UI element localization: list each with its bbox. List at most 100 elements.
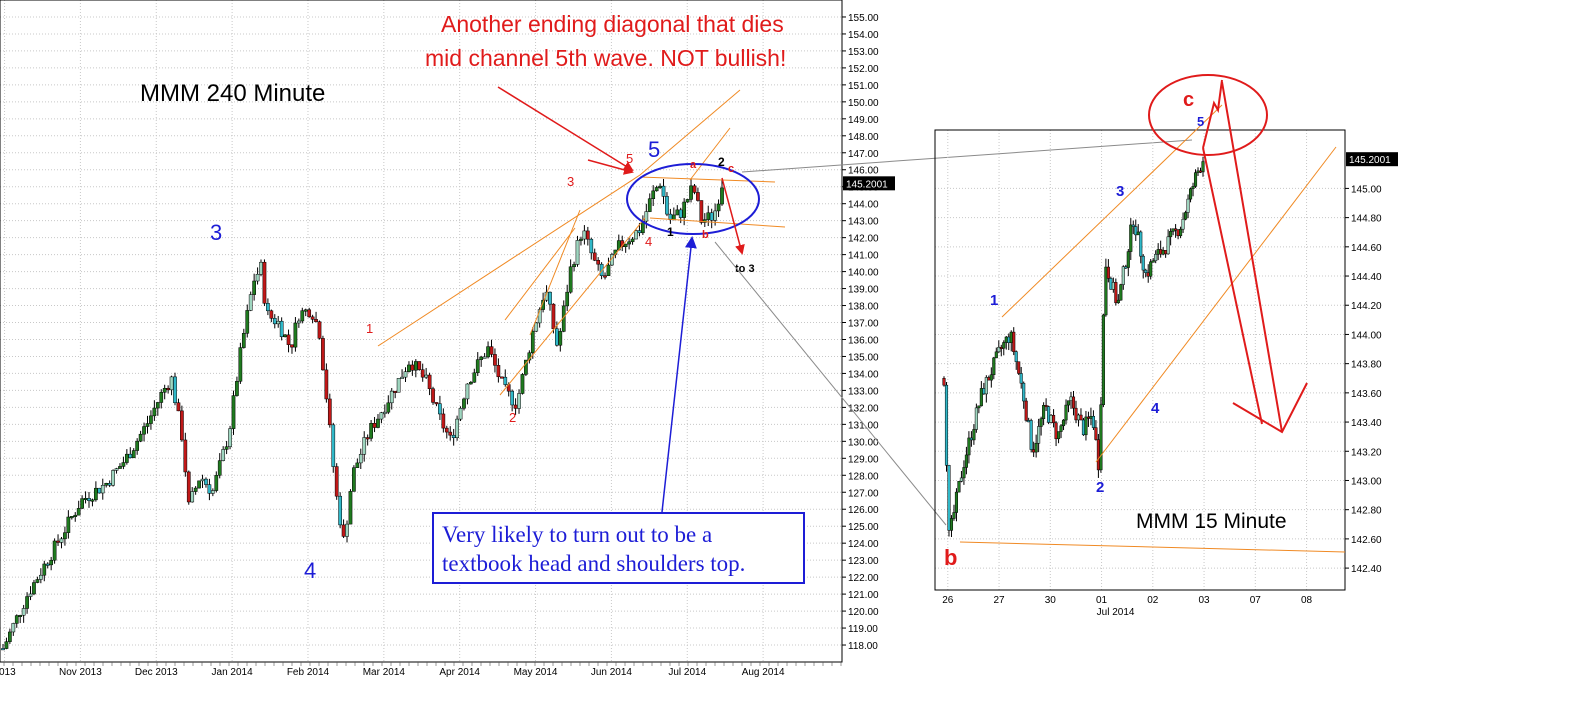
candle-body (438, 403, 442, 415)
x-tick-label: Aug 2014 (742, 667, 785, 678)
x-sub-label: Jul 2014 (1097, 607, 1135, 618)
candle-body (286, 334, 291, 345)
candle-body (52, 540, 57, 561)
candle-body (702, 219, 707, 223)
head-shoulders-note: Very likely to turn out to be a textbook… (432, 512, 805, 584)
candle-body (262, 261, 267, 304)
candle-body (334, 466, 339, 497)
inset-wave-labels: b 1 2 3 4 5 c (944, 89, 1204, 570)
neckline-bottom (649, 217, 786, 228)
y-tick-label: 139.00 (848, 285, 879, 296)
candle-body (310, 316, 315, 320)
candle-body (413, 361, 418, 371)
x-tick-label: 03 (1199, 595, 1211, 606)
candle-body (503, 376, 508, 385)
y-tick-label: 132.00 (848, 403, 879, 414)
y-tick-label: 141.00 (848, 251, 879, 262)
y-tick-label: 151.00 (848, 81, 879, 92)
candle-body (1119, 284, 1123, 301)
candle-body (124, 453, 129, 463)
candle-body (376, 418, 380, 428)
candle-body (211, 490, 215, 494)
candle-body (1096, 439, 1100, 471)
inset-upper-channel (1001, 104, 1223, 318)
y-tick-label: 128.00 (848, 471, 879, 482)
candle-body (1154, 254, 1158, 262)
candle-body (472, 372, 477, 383)
y-tick-label: 121.00 (848, 590, 879, 601)
candle-body (1198, 170, 1203, 173)
candle-body (462, 398, 466, 409)
y-tick-label: 144.60 (1351, 243, 1382, 254)
candle-body (35, 579, 40, 583)
x-tick-label: Apr 2014 (439, 667, 480, 678)
candle-body (252, 280, 256, 295)
candle-body (709, 212, 714, 221)
neckline-top (639, 176, 776, 183)
candle-body (389, 390, 394, 404)
wave5-arrow (587, 159, 634, 175)
candle-body (527, 352, 532, 361)
x-tick-label: 08 (1301, 595, 1313, 606)
candle-body (114, 468, 119, 471)
candle-body (441, 413, 446, 429)
candle-body (173, 376, 177, 403)
candle-body (720, 187, 724, 205)
candle-body (1047, 406, 1051, 423)
wave-label-c: c (728, 163, 734, 175)
candle-body (49, 559, 54, 566)
y-tick-label: 146.00 (848, 166, 879, 177)
candle-body (28, 593, 33, 597)
candle-body (180, 410, 184, 441)
candle-body (1121, 266, 1125, 285)
main-wave-labels: 3 4 5 1 2 3 4 5 a b c 1 2 to 3 (210, 137, 755, 583)
candle-body (1134, 226, 1138, 236)
candle-body (493, 354, 497, 366)
y-tick-label: 131.00 (848, 420, 879, 431)
wave-label-a: a (690, 159, 697, 171)
candle-body (1184, 212, 1188, 220)
candle-body (231, 395, 236, 429)
candle-body (383, 411, 387, 414)
candle-body (1164, 250, 1168, 255)
inset-trendlines (959, 104, 1346, 553)
top-ellipse (1148, 74, 1268, 156)
y-tick-label: 129.00 (848, 454, 879, 465)
candle-body (627, 241, 631, 245)
inset-wave-c: c (1183, 89, 1194, 111)
candle-body (1049, 414, 1053, 423)
y-tick-label: 127.00 (848, 488, 879, 499)
candle-body (1144, 269, 1148, 274)
candle-body (238, 347, 243, 382)
candle-body (592, 252, 597, 261)
candle-body (162, 388, 167, 393)
candle-body (499, 376, 504, 379)
candle-body (307, 309, 312, 318)
candle-body (458, 408, 463, 420)
red-note-line-2: mid channel 5th wave. NOT bullish! (425, 45, 786, 71)
candle-body (410, 364, 415, 371)
note-arrow (497, 86, 634, 172)
candle-body (1002, 342, 1006, 349)
candle-body (169, 376, 174, 391)
x-tick-label: Jan 2014 (212, 667, 254, 678)
candle-body (272, 318, 277, 325)
y-tick-label: 125.00 (848, 522, 879, 533)
candle-body (534, 322, 539, 332)
candle-body (984, 377, 988, 395)
candle-body (479, 356, 484, 360)
candle-body (42, 563, 47, 576)
blue-note-line-2: textbook head and shoulders top. (442, 551, 746, 576)
wave-label-5-red: 5 (626, 151, 633, 166)
candle-body (149, 415, 153, 424)
last-price-label: 145.2001 (846, 179, 888, 190)
candle-body (675, 209, 680, 216)
x-tick-label: 26 (942, 595, 954, 606)
candle-body (513, 404, 518, 409)
y-tick-label: 126.00 (848, 505, 879, 516)
candle-body (678, 209, 683, 218)
candle-body (465, 383, 470, 400)
candle-body (407, 364, 411, 372)
candle-body (974, 407, 978, 430)
